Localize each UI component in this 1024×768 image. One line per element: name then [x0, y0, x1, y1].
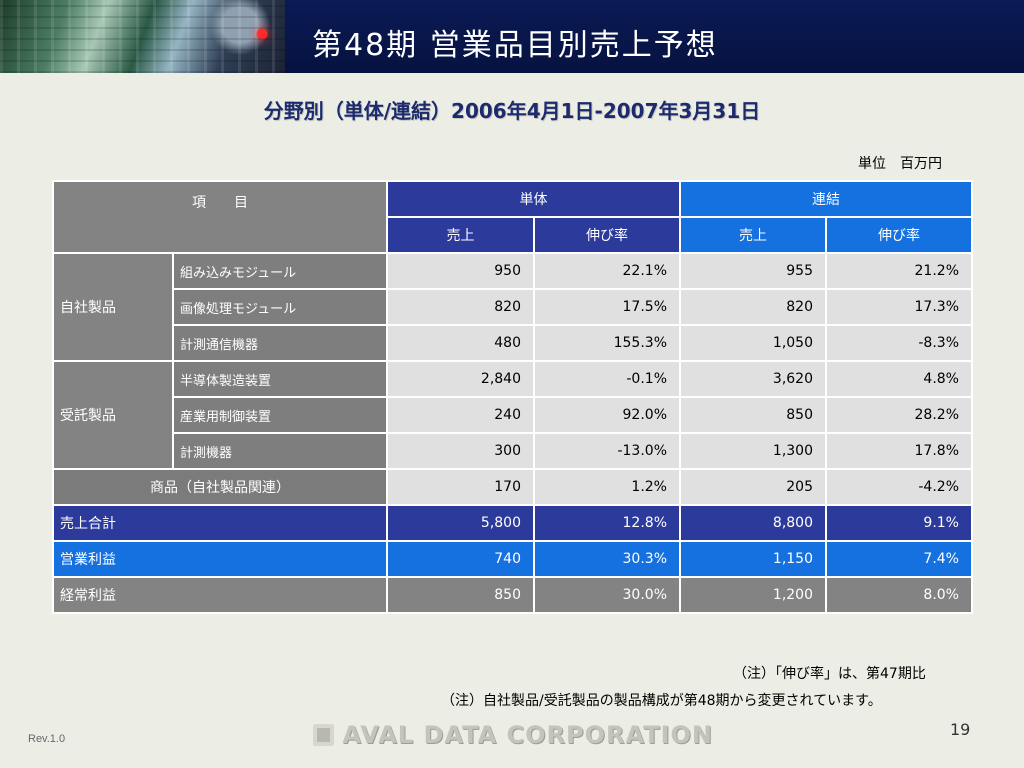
logo-text: AVAL DATA CORPORATION — [342, 721, 713, 749]
row-label: 産業用制御装置 — [172, 396, 388, 434]
consolidated-growth-cell: -4.2% — [825, 468, 973, 506]
table-row: 産業用制御装置 240 92.0% 850 28.2% — [53, 396, 973, 434]
note-growth-rate: （注）「伸び率」は、第47期比 — [733, 666, 926, 682]
standalone-sales-cell: 850 — [386, 576, 535, 614]
table-row: 受託製品 半導体製造装置 2,840 -0.1% 3,620 4.8% — [52, 360, 973, 470]
table-row-total-sales: 売上合計 5,800 12.8% 8,800 9.1% — [52, 504, 973, 542]
table-row: 画像処理モジュール 820 17.5% 820 17.3% — [53, 288, 973, 326]
row-label: 画像処理モジュール — [172, 288, 388, 326]
consolidated-growth-cell: 8.0% — [825, 576, 973, 614]
header-image — [0, 0, 285, 73]
standalone-growth-cell: 1.2% — [533, 468, 681, 506]
standalone-growth-cell: 12.8% — [533, 504, 681, 542]
company-logo: AVAL DATA CORPORATION — [313, 718, 713, 752]
standalone-growth-header: 伸び率 — [533, 216, 681, 254]
standalone-header: 単体 — [386, 180, 681, 218]
standalone-sales-cell: 950 — [386, 252, 535, 290]
consolidated-header: 連結 — [679, 180, 973, 218]
consolidated-growth-cell: 17.3% — [825, 288, 973, 326]
category-contract-products: 受託製品 — [52, 360, 174, 470]
standalone-growth-cell: 17.5% — [533, 288, 681, 326]
table-row-goods: 商品（自社製品関連） 170 1.2% 205 -4.2% — [52, 468, 973, 506]
category-own-products: 自社製品 — [52, 252, 174, 362]
standalone-growth-cell: 30.3% — [533, 540, 681, 578]
total-sales-label: 売上合計 — [52, 504, 388, 542]
consolidated-sales-cell: 3,620 — [679, 360, 827, 398]
unit-label: 単位 百万円 — [858, 156, 942, 172]
consolidated-sales-cell: 1,300 — [679, 432, 827, 470]
standalone-sales-cell: 480 — [386, 324, 535, 362]
consolidated-sales-cell: 205 — [679, 468, 827, 506]
consolidated-sales-cell: 8,800 — [679, 504, 827, 542]
row-label: 組み込みモジュール — [172, 252, 388, 290]
consolidated-growth-cell: 9.1% — [825, 504, 973, 542]
table-row: 自社製品 組み込みモジュール 950 22.1% 955 21.2% — [52, 252, 973, 362]
standalone-sales-header: 売上 — [386, 216, 535, 254]
consolidated-growth-cell: 17.8% — [825, 432, 973, 470]
consolidated-sales-cell: 1,150 — [679, 540, 827, 578]
consolidated-sales-cell: 955 — [679, 252, 827, 290]
standalone-sales-cell: 820 — [386, 288, 535, 326]
standalone-growth-cell: -13.0% — [533, 432, 681, 470]
consolidated-sales-header: 売上 — [679, 216, 827, 254]
operating-profit-label: 営業利益 — [52, 540, 388, 578]
row-label: 半導体製造装置 — [172, 360, 388, 398]
table-header-row: 項 目 単体 連結 — [52, 180, 973, 254]
table-subheader-row: 売上 伸び率 売上 伸び率 — [53, 216, 973, 254]
consolidated-growth-cell: 4.8% — [825, 360, 973, 398]
consolidated-growth-header: 伸び率 — [825, 216, 973, 254]
standalone-sales-cell: 240 — [386, 396, 535, 434]
standalone-growth-cell: 22.1% — [533, 252, 681, 290]
item-header: 項 目 — [52, 180, 388, 254]
page-number: 19 — [950, 720, 971, 739]
revision-label: Rev.1.0 — [28, 733, 66, 745]
standalone-growth-cell: 155.3% — [533, 324, 681, 362]
consolidated-growth-cell: 21.2% — [825, 252, 973, 290]
standalone-sales-cell: 2,840 — [386, 360, 535, 398]
consolidated-sales-cell: 1,200 — [679, 576, 827, 614]
row-label: 計測機器 — [172, 432, 388, 470]
consolidated-growth-cell: -8.3% — [825, 324, 973, 362]
slide-subtitle: 分野別（単体/連結）2006年4月1日-2007年3月31日 — [263, 99, 761, 123]
header-bar: 第48期 営業品目別売上予想 — [0, 0, 1024, 73]
goods-label: 商品（自社製品関連） — [52, 468, 388, 506]
standalone-growth-cell: 92.0% — [533, 396, 681, 434]
standalone-sales-cell: 5,800 — [386, 504, 535, 542]
table-row: 計測通信機器 480 155.3% 1,050 -8.3% — [53, 324, 973, 362]
consolidated-sales-cell: 850 — [679, 396, 827, 434]
ordinary-profit-label: 経常利益 — [52, 576, 388, 614]
table-row-ordinary-profit: 経常利益 850 30.0% 1,200 8.0% — [52, 576, 973, 614]
note-product-composition: （注）自社製品/受託製品の製品構成が第48期から変更されています。 — [441, 693, 882, 709]
standalone-sales-cell: 170 — [386, 468, 535, 506]
consolidated-growth-cell: 7.4% — [825, 540, 973, 578]
standalone-growth-cell: -0.1% — [533, 360, 681, 398]
logo-mark-icon — [313, 724, 335, 746]
consolidated-sales-cell: 1,050 — [679, 324, 827, 362]
row-label: 計測通信機器 — [172, 324, 388, 362]
consolidated-growth-cell: 28.2% — [825, 396, 973, 434]
standalone-sales-cell: 300 — [386, 432, 535, 470]
sales-forecast-table: 項 目 単体 連結 売上 伸び率 売上 伸び率 自社製品 組み込みモジュール 9… — [52, 180, 973, 614]
table-row-operating-profit: 営業利益 740 30.3% 1,150 7.4% — [52, 540, 973, 578]
table-row: 計測機器 300 -13.0% 1,300 17.8% — [53, 432, 973, 470]
slide-title: 第48期 営業品目別売上予想 — [312, 28, 718, 63]
consolidated-sales-cell: 820 — [679, 288, 827, 326]
standalone-growth-cell: 30.0% — [533, 576, 681, 614]
standalone-sales-cell: 740 — [386, 540, 535, 578]
